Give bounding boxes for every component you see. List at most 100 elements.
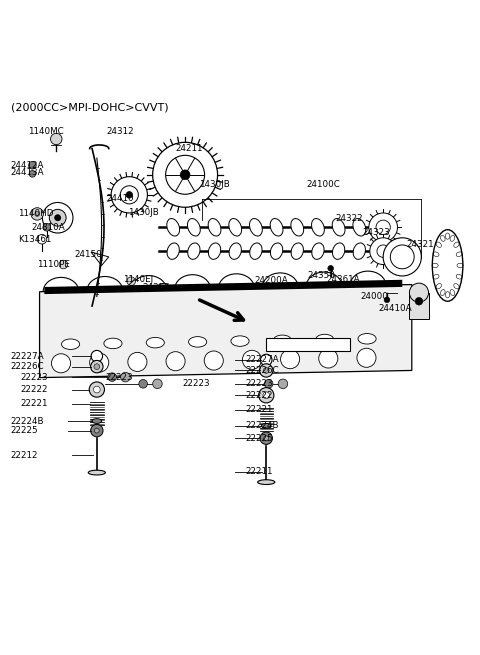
Polygon shape [39,284,412,378]
Ellipse shape [353,243,365,259]
Circle shape [263,392,270,399]
Ellipse shape [167,219,180,236]
Circle shape [31,208,43,220]
Text: 24200A: 24200A [254,276,288,285]
Ellipse shape [333,243,345,259]
Ellipse shape [270,219,283,236]
Circle shape [409,283,429,302]
Circle shape [95,428,99,433]
Circle shape [43,223,50,231]
Ellipse shape [158,284,169,290]
Text: 22212: 22212 [10,451,37,460]
Circle shape [261,354,272,365]
Text: 22225: 22225 [246,434,273,443]
Text: 24322: 24322 [336,214,363,223]
Circle shape [383,238,421,276]
Circle shape [108,373,116,381]
Circle shape [29,161,36,169]
Circle shape [180,170,190,179]
Circle shape [376,220,390,234]
Circle shape [264,436,269,441]
Circle shape [49,210,66,226]
Text: 24350: 24350 [308,271,336,280]
Ellipse shape [231,336,249,346]
Ellipse shape [312,219,324,236]
Circle shape [89,382,105,397]
Ellipse shape [262,423,271,428]
Text: 22226C: 22226C [246,366,279,375]
Ellipse shape [189,337,207,347]
Circle shape [35,212,39,216]
Circle shape [369,213,397,242]
Ellipse shape [270,243,283,259]
Text: 24410A: 24410A [378,304,412,313]
Text: 1140HD: 1140HD [18,210,54,218]
Text: 24355: 24355 [142,283,170,292]
Text: 1430JB: 1430JB [128,208,158,217]
Circle shape [91,424,103,437]
Ellipse shape [167,243,180,259]
Text: 24361A: 24361A [326,275,360,284]
Circle shape [328,265,334,271]
Ellipse shape [161,286,166,288]
Ellipse shape [273,335,291,346]
Text: 24323: 24323 [363,227,390,236]
Circle shape [319,349,338,368]
Circle shape [91,350,103,362]
Circle shape [390,245,414,269]
Text: 22221: 22221 [246,405,273,414]
Circle shape [264,379,273,388]
Bar [266,338,350,351]
Circle shape [37,234,47,244]
Ellipse shape [229,219,241,236]
Ellipse shape [250,243,262,259]
Circle shape [127,277,135,286]
Text: 24412A: 24412A [10,160,44,170]
Circle shape [91,360,103,373]
Text: 24312: 24312 [107,127,134,136]
Circle shape [260,364,273,377]
Ellipse shape [332,219,345,236]
Text: 1140EJ: 1140EJ [123,275,153,284]
Circle shape [59,260,68,269]
Text: (2000CC>MPI-DOHC>CVVT): (2000CC>MPI-DOHC>CVVT) [11,103,168,113]
Circle shape [111,177,147,213]
Ellipse shape [353,219,366,236]
Circle shape [264,367,269,373]
Circle shape [281,350,300,369]
Ellipse shape [229,243,241,259]
Circle shape [384,297,390,303]
Ellipse shape [258,479,275,485]
Circle shape [204,351,223,370]
Circle shape [126,191,132,198]
Circle shape [242,350,262,369]
Text: 24100C: 24100C [307,180,341,189]
Text: 22227A: 22227A [246,356,279,364]
Circle shape [55,215,61,221]
Bar [409,293,429,319]
Text: 22227A: 22227A [10,352,44,361]
Text: 24150: 24150 [74,250,102,259]
Circle shape [357,348,376,367]
Circle shape [128,352,147,371]
Ellipse shape [358,333,376,344]
Circle shape [139,379,147,388]
Circle shape [51,354,71,373]
Text: 22221: 22221 [21,400,48,408]
Text: 24413A: 24413A [10,168,44,177]
Circle shape [166,155,204,195]
Text: 22223: 22223 [246,379,273,388]
Text: K13461: K13461 [18,234,51,244]
Circle shape [153,379,162,388]
Ellipse shape [291,219,304,236]
Text: 1430JB: 1430JB [199,180,230,189]
Text: 22222: 22222 [246,391,273,400]
Circle shape [377,245,389,257]
Ellipse shape [188,219,200,236]
Circle shape [278,379,288,388]
Circle shape [259,388,274,403]
Text: 22224B: 22224B [10,417,44,426]
Ellipse shape [92,419,102,423]
Circle shape [120,186,138,204]
Circle shape [29,170,36,177]
